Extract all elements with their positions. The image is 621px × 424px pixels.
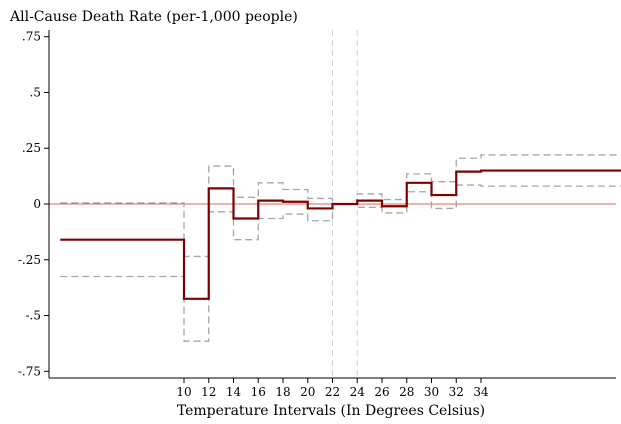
y-axis-label: All-Cause Death Rate (per-1,000 people) bbox=[9, 9, 298, 25]
x-axis-label: Temperature Intervals (In Degrees Celsiu… bbox=[177, 403, 485, 419]
x-tick-label: 10 bbox=[176, 385, 191, 399]
y-tick-label: .25 bbox=[22, 141, 41, 155]
series-estimate-line bbox=[60, 169, 621, 300]
series-lower-ci-line bbox=[60, 184, 621, 342]
x-tick-label: 12 bbox=[201, 385, 216, 399]
x-axis-ticks: 10 12 14 16 18 20 22 24 26 28 30 32 34 bbox=[176, 378, 489, 399]
x-tick-label: 26 bbox=[374, 385, 389, 399]
y-tick-label: .75 bbox=[22, 30, 41, 44]
series-layer bbox=[60, 154, 621, 342]
x-tick-label: 34 bbox=[473, 385, 489, 399]
x-tick-label: 30 bbox=[424, 385, 439, 399]
x-tick-label: 28 bbox=[399, 385, 414, 399]
y-axis-ticks: .75 .5 .25 0 -.25 -.5 -.75 bbox=[18, 30, 49, 378]
y-tick-label: -.25 bbox=[18, 253, 41, 267]
x-tick-label: 22 bbox=[325, 385, 340, 399]
x-tick-label: 18 bbox=[275, 385, 290, 399]
x-tick-label: 32 bbox=[449, 385, 464, 399]
x-tick-label: 20 bbox=[300, 385, 315, 399]
series-upper-ci-line bbox=[60, 154, 621, 258]
y-tick-label: .5 bbox=[30, 85, 41, 99]
x-tick-label: 24 bbox=[350, 385, 366, 399]
x-tick-label: 16 bbox=[251, 385, 266, 399]
y-tick-label: 0 bbox=[33, 197, 41, 211]
y-tick-label: -.5 bbox=[25, 309, 41, 323]
x-tick-label: 14 bbox=[226, 385, 242, 399]
y-tick-label: -.75 bbox=[18, 364, 41, 378]
